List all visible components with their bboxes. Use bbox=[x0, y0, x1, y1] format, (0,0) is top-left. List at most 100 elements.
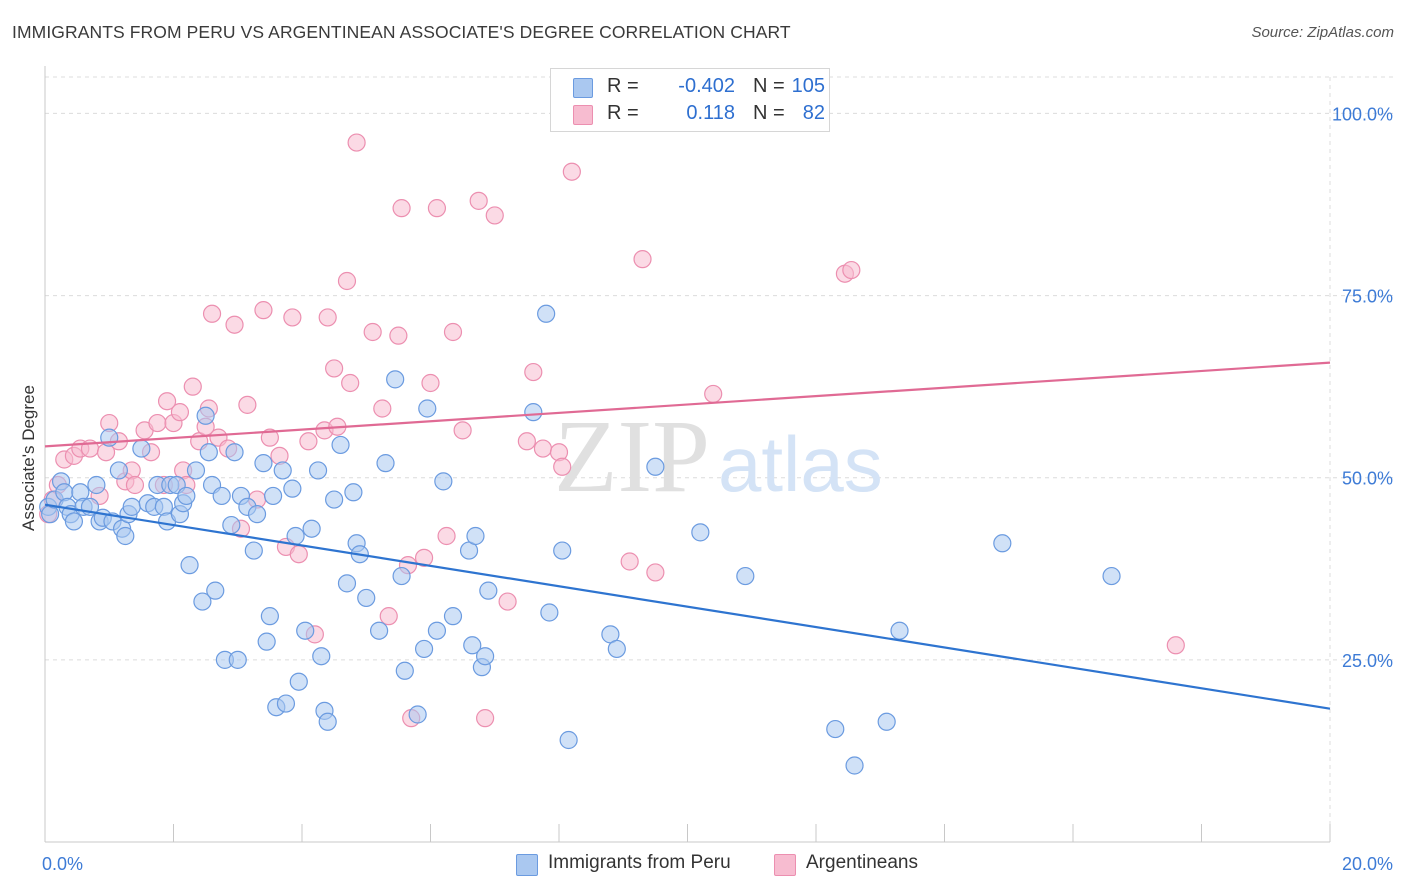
x-tick-label: 0.0% bbox=[42, 854, 83, 874]
point-peru bbox=[116, 526, 135, 546]
point-peru bbox=[434, 472, 453, 491]
point-argentinean bbox=[318, 308, 337, 327]
point-argentinean bbox=[392, 199, 411, 218]
point-peru bbox=[408, 705, 427, 724]
point-argentinean bbox=[238, 395, 257, 414]
point-peru bbox=[1102, 566, 1121, 586]
legend-r-value: -0.402 bbox=[678, 75, 735, 97]
point-peru bbox=[199, 443, 218, 462]
point-argentinean bbox=[373, 399, 392, 418]
legend-r-label: R = bbox=[607, 75, 639, 97]
bottom-legend-label-peru: Immigrants from Peru bbox=[548, 852, 731, 873]
point-argentinean bbox=[524, 362, 543, 382]
point-argentinean bbox=[347, 133, 366, 152]
point-argentinean bbox=[260, 428, 279, 447]
point-peru bbox=[257, 632, 276, 651]
point-peru bbox=[206, 581, 225, 600]
point-peru bbox=[357, 588, 376, 608]
point-peru bbox=[196, 406, 215, 425]
source-label: Source: ZipAtlas.com bbox=[1251, 24, 1394, 41]
point-peru bbox=[244, 541, 263, 560]
point-argentinean bbox=[125, 475, 145, 495]
point-argentinean bbox=[562, 162, 581, 181]
point-peru bbox=[376, 454, 395, 473]
point-argentinean bbox=[325, 359, 344, 378]
point-peru bbox=[344, 483, 363, 502]
axes-layer bbox=[44, 66, 1331, 843]
point-peru bbox=[225, 443, 244, 462]
chart-title: IMMIGRANTS FROM PERU VS ARGENTINEAN ASSO… bbox=[12, 22, 791, 42]
point-argentinean bbox=[485, 206, 504, 225]
y-axis-title: Associate's Degree bbox=[19, 385, 38, 531]
y-tick-label: 25.0% bbox=[1342, 651, 1393, 671]
legend-n-value: 82 bbox=[802, 102, 825, 124]
point-argentinean bbox=[337, 271, 357, 291]
point-peru bbox=[553, 541, 572, 560]
watermark: ZIP atlas bbox=[554, 399, 883, 514]
point-argentinean bbox=[341, 373, 360, 393]
y-tick-label: 75.0% bbox=[1342, 287, 1393, 307]
point-peru bbox=[890, 621, 909, 640]
legend-n-label: N = bbox=[753, 102, 785, 124]
point-peru bbox=[283, 479, 302, 498]
point-peru bbox=[370, 621, 389, 640]
point-peru bbox=[443, 607, 463, 626]
trend-line-peru bbox=[44, 503, 1331, 710]
point-peru bbox=[296, 621, 315, 640]
point-peru bbox=[180, 556, 199, 575]
point-peru bbox=[64, 512, 84, 531]
point-peru bbox=[479, 581, 498, 600]
point-argentinean bbox=[202, 304, 222, 323]
point-peru bbox=[312, 647, 331, 666]
legend-r-value: 0.118 bbox=[686, 102, 735, 124]
point-peru bbox=[193, 592, 212, 611]
point-argentinean bbox=[620, 552, 639, 571]
point-peru bbox=[212, 486, 231, 506]
point-peru bbox=[418, 399, 437, 418]
point-argentinean bbox=[289, 545, 308, 564]
point-argentinean bbox=[437, 526, 456, 546]
point-peru bbox=[524, 403, 543, 422]
point-argentinean bbox=[148, 413, 167, 433]
point-peru bbox=[273, 461, 292, 480]
point-peru bbox=[289, 672, 308, 691]
point-peru bbox=[337, 574, 357, 593]
point-argentinean bbox=[421, 373, 440, 393]
point-argentinean bbox=[704, 384, 723, 404]
point-argentinean bbox=[646, 563, 665, 582]
point-argentinean bbox=[363, 322, 382, 342]
trend-line-argentineans bbox=[44, 361, 1331, 448]
legend-swatch-peru bbox=[573, 78, 593, 98]
point-peru bbox=[392, 566, 411, 586]
point-peru bbox=[318, 712, 337, 731]
watermark-zip: ZIP bbox=[554, 399, 710, 514]
y-tick-label: 50.0% bbox=[1342, 469, 1393, 489]
point-argentinean bbox=[469, 191, 488, 210]
point-peru bbox=[736, 566, 755, 586]
point-peru bbox=[845, 756, 864, 775]
point-peru bbox=[228, 650, 247, 669]
point-argentinean bbox=[427, 199, 447, 218]
point-argentinean bbox=[553, 457, 572, 476]
point-argentinean bbox=[254, 301, 273, 320]
point-peru bbox=[476, 647, 495, 666]
point-peru bbox=[993, 534, 1012, 553]
point-peru bbox=[386, 370, 405, 389]
point-argentinean bbox=[517, 432, 536, 451]
point-argentinean bbox=[842, 260, 861, 280]
point-peru bbox=[331, 435, 350, 455]
point-peru bbox=[122, 497, 141, 516]
point-peru bbox=[177, 486, 196, 506]
legend-n-value: 105 bbox=[791, 75, 825, 97]
point-peru bbox=[325, 490, 344, 509]
point-peru bbox=[395, 661, 414, 680]
point-peru bbox=[607, 639, 626, 659]
correlation-legend: R = -0.402 N = 105 R = 0.118 N = 82 bbox=[550, 68, 830, 132]
point-argentinean bbox=[533, 439, 553, 458]
point-argentinean bbox=[498, 592, 517, 611]
point-argentinean bbox=[299, 432, 318, 451]
point-peru bbox=[540, 603, 559, 622]
point-peru bbox=[87, 475, 106, 495]
point-peru bbox=[466, 526, 485, 546]
